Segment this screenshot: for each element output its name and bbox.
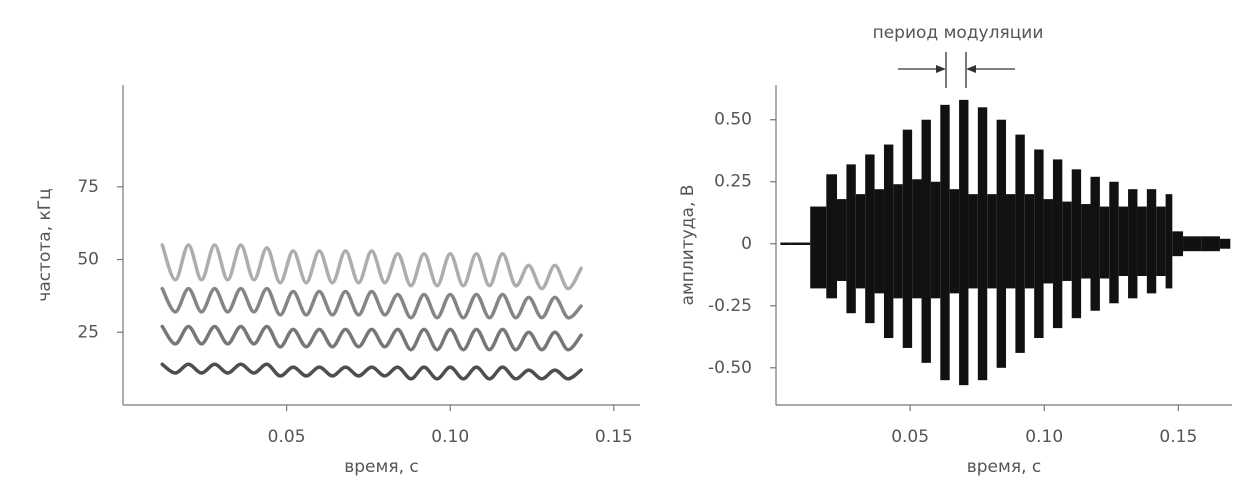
amplitude-range xyxy=(1183,236,1202,252)
y-tick-label: 0 xyxy=(741,234,752,254)
y-tick-label: 0.25 xyxy=(714,172,752,192)
amplitude-range xyxy=(987,194,997,289)
amplitude-range xyxy=(940,104,950,381)
amplitude-range xyxy=(1118,206,1129,277)
amplitude-range xyxy=(1071,169,1082,319)
amplitude-range xyxy=(883,144,894,339)
amplitude-range xyxy=(790,242,811,245)
amplitude-range xyxy=(959,99,969,386)
amplitude-range xyxy=(1062,201,1072,281)
amplitude-range xyxy=(1090,176,1100,311)
amplitude-range xyxy=(1024,194,1035,289)
amplitude-range xyxy=(1006,194,1016,289)
y-tick-label: 25 xyxy=(77,322,99,342)
amplitude-range xyxy=(846,164,856,314)
x-tick-label: 0.10 xyxy=(1025,427,1063,447)
amplitude-range xyxy=(874,189,884,294)
y-tick-label: 75 xyxy=(77,177,99,197)
amplitude-range xyxy=(1099,206,1110,279)
y-axis-label: амплитуда, В xyxy=(678,185,698,306)
x-tick-label: 0.10 xyxy=(431,427,469,447)
x-tick-label: 0.05 xyxy=(268,427,306,447)
x-tick-label: 0.05 xyxy=(891,427,929,447)
amplitude-range xyxy=(826,174,838,299)
amplitude-range xyxy=(893,184,903,299)
y-tick-label: -0.50 xyxy=(708,358,752,378)
modulation-marker xyxy=(898,52,1015,88)
amplitude-range xyxy=(1034,149,1044,339)
amplitude-range xyxy=(1109,181,1119,304)
amplitude-range xyxy=(912,179,922,299)
amplitude-range xyxy=(968,194,978,289)
amplitude-range xyxy=(921,119,931,363)
amplitude-range xyxy=(1146,189,1157,294)
amplitude-range xyxy=(1043,199,1053,284)
amplitude-range xyxy=(855,194,866,289)
amplitude-range xyxy=(865,154,875,324)
amplitude-range xyxy=(1165,194,1173,289)
harmonic-trace xyxy=(160,286,583,320)
x-axis-label: время, с xyxy=(344,457,418,477)
chart: 0.05 0.10 0.15 25 50 75 время, с частота, кГц xyxy=(35,85,640,477)
x-tick-label: 0.15 xyxy=(1159,427,1197,447)
harmonic-trace xyxy=(160,362,583,381)
amplitude-range xyxy=(780,242,791,245)
amplitude-range xyxy=(1015,134,1025,353)
amplitude-range xyxy=(1201,236,1220,252)
amplitude-range xyxy=(996,119,1007,368)
annotation: период модуляции xyxy=(873,23,1044,43)
amplitude-range xyxy=(1081,204,1091,279)
amplitude-range xyxy=(810,206,827,289)
y-tick-label: 50 xyxy=(77,250,99,270)
amplitude-range xyxy=(1052,159,1063,329)
amplitude-range xyxy=(977,107,988,381)
y-tick-label: -0.25 xyxy=(708,296,752,316)
amplitude-range xyxy=(949,189,960,294)
amplitude-range xyxy=(1172,231,1184,257)
harmonic-trace xyxy=(160,243,583,291)
amplitude-range xyxy=(1156,206,1166,277)
amplitude-range xyxy=(1137,206,1147,277)
y-tick-label: 0.50 xyxy=(714,110,752,130)
amplitude-range xyxy=(837,199,847,281)
y-axis-label: частота, кГц xyxy=(35,188,55,301)
amplitude-range xyxy=(902,129,913,348)
amplitude-range xyxy=(1219,238,1231,249)
chart: 0.05 0.10 0.15 0.50 0.25 0 -0.25 -0.50 время, с а… xyxy=(678,85,1232,477)
x-tick-label: 0.15 xyxy=(595,427,633,447)
x-axis-label: время, с xyxy=(967,457,1041,477)
amplitude-range xyxy=(1128,189,1138,299)
amplitude-range xyxy=(930,181,941,299)
harmonic-trace xyxy=(160,324,583,352)
